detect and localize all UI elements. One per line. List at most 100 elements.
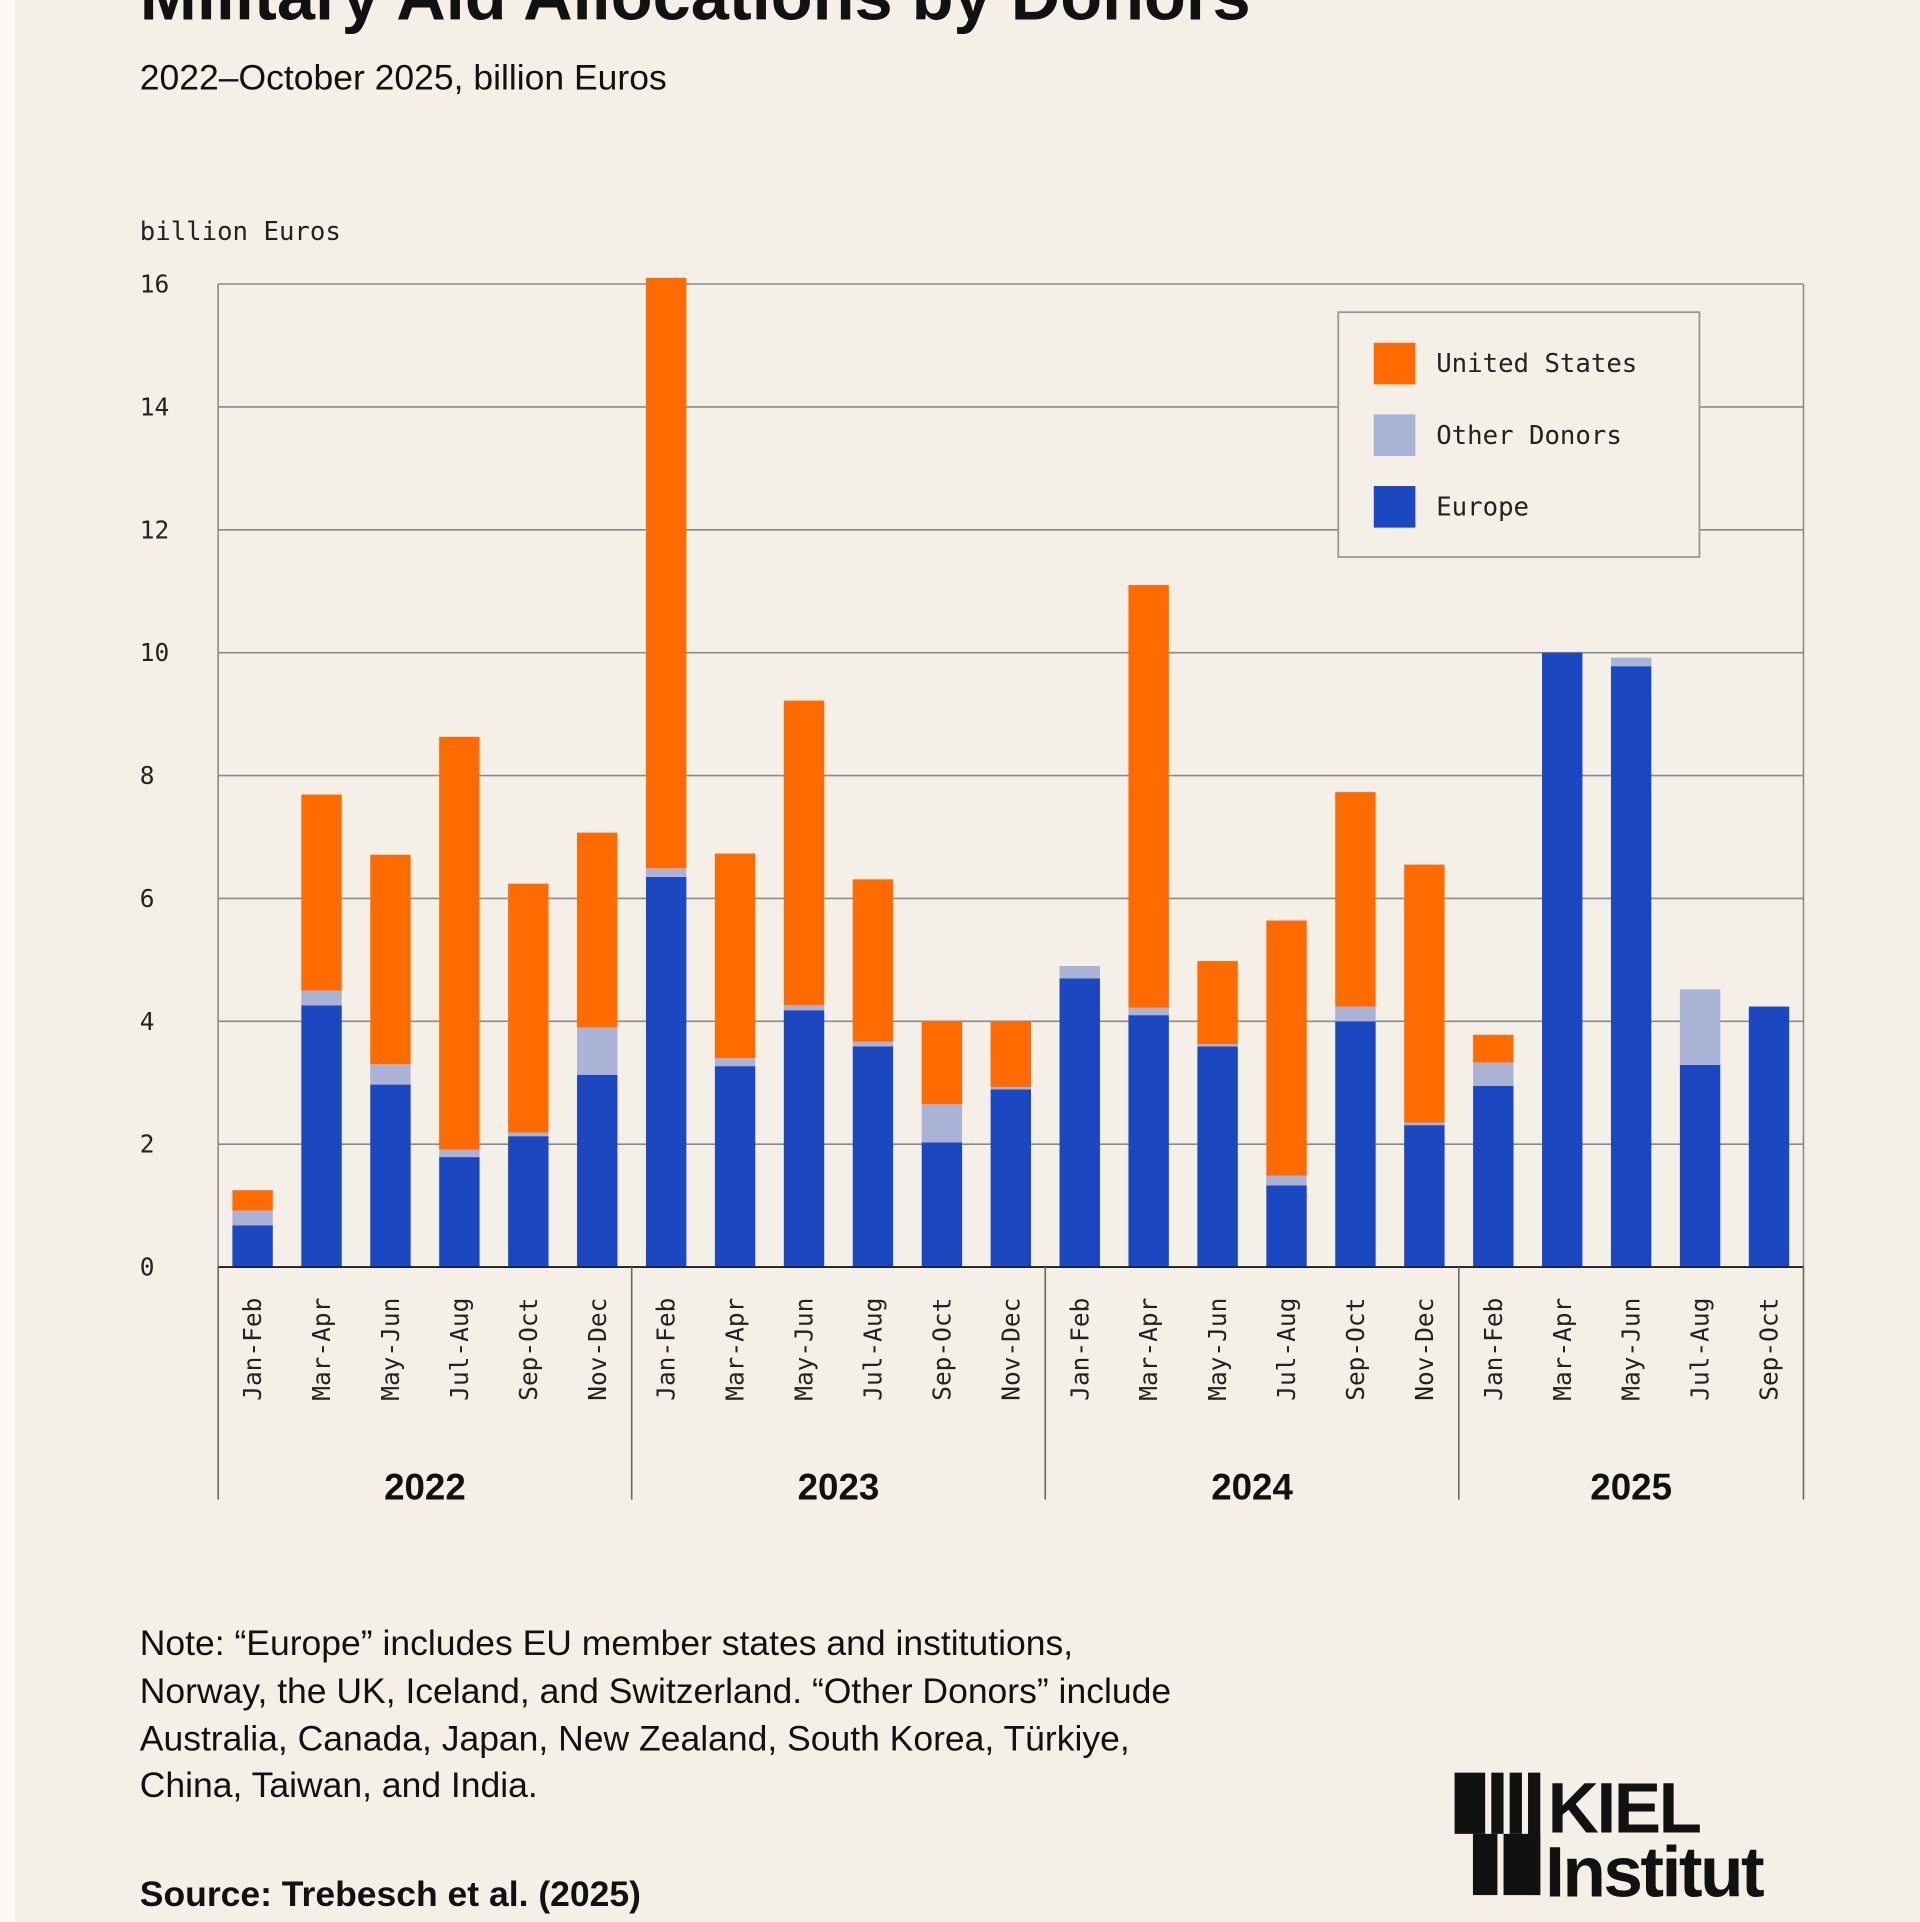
x-tick-label: Jul-Aug bbox=[859, 1298, 888, 1401]
year-labels: 2022 2023 2024 2025 bbox=[217, 1267, 1805, 1508]
bar-other-donors bbox=[783, 1005, 825, 1011]
bar-united-states bbox=[232, 1190, 273, 1211]
logo-text: KIEL bbox=[1548, 1770, 1701, 1849]
y-tick-label: 10 bbox=[140, 638, 169, 667]
bar-united-states bbox=[921, 1021, 963, 1105]
bar-other-donors bbox=[508, 1132, 549, 1137]
bar-united-states bbox=[1473, 1034, 1514, 1063]
bar-united-states bbox=[990, 1021, 1032, 1088]
bar-other-donors bbox=[1679, 989, 1721, 1065]
bar-other-donors bbox=[232, 1210, 273, 1226]
legend-label: Europe bbox=[1436, 492, 1529, 522]
bar-united-states bbox=[1128, 585, 1169, 1008]
bar-europe bbox=[370, 1084, 411, 1268]
x-tick-label: Jul-Aug bbox=[445, 1298, 474, 1401]
bar-other-donors bbox=[1610, 657, 1652, 667]
bar-united-states bbox=[301, 794, 342, 991]
y-tick-label: 8 bbox=[140, 761, 155, 790]
bar-europe bbox=[1197, 1046, 1238, 1268]
year-label: 2024 bbox=[1211, 1467, 1293, 1508]
bar-other-donors bbox=[1266, 1175, 1307, 1186]
y-tick-label: 12 bbox=[140, 515, 169, 544]
bar-united-states bbox=[852, 879, 894, 1042]
legend-label: United States bbox=[1436, 349, 1637, 379]
x-tick-label: Mar-Apr bbox=[1134, 1298, 1163, 1401]
bar-europe bbox=[714, 1066, 756, 1268]
bar-europe bbox=[1610, 666, 1652, 1268]
y-tick-label: 14 bbox=[140, 392, 169, 421]
bar-united-states bbox=[439, 736, 480, 1150]
note: Note: “Europe” includes EU member states… bbox=[140, 1623, 1171, 1805]
x-tick-label: Jan-Feb bbox=[1065, 1298, 1094, 1401]
bar-other-donors bbox=[1197, 1044, 1238, 1047]
bar-united-states bbox=[577, 832, 618, 1028]
bar-europe bbox=[1128, 1015, 1169, 1268]
left-margin bbox=[0, 0, 15, 1922]
y-tick-label: 16 bbox=[140, 270, 169, 299]
x-tick-label: Jul-Aug bbox=[1686, 1298, 1715, 1401]
bar-other-donors bbox=[439, 1149, 480, 1158]
bar-other-donors bbox=[577, 1027, 618, 1075]
bar-europe bbox=[508, 1136, 549, 1268]
chart-subtitle: 2022–October 2025, billion Euros bbox=[140, 57, 667, 97]
chart-title: Military Aid Allocations by Donors bbox=[140, 0, 1251, 35]
bar-other-donors bbox=[1335, 1006, 1376, 1022]
bar-other-donors bbox=[1404, 1122, 1445, 1126]
x-tick-label: Jul-Aug bbox=[1272, 1298, 1301, 1401]
bar-other-donors bbox=[1128, 1007, 1169, 1016]
x-tick-label: May-Jun bbox=[376, 1298, 405, 1401]
x-tick-label: Sep-Oct bbox=[1341, 1298, 1370, 1401]
x-tick-label: Mar-Apr bbox=[307, 1298, 336, 1401]
gridlines bbox=[217, 283, 1805, 1268]
note-line: Australia, Canada, Japan, New Zealand, S… bbox=[140, 1719, 1130, 1759]
bar-europe bbox=[1473, 1085, 1514, 1268]
y-tick-label: 6 bbox=[140, 884, 155, 913]
bar-other-donors bbox=[370, 1064, 411, 1085]
note-line: Note: “Europe” includes EU member states… bbox=[140, 1623, 1073, 1663]
x-tick-label: Nov-Dec bbox=[996, 1298, 1025, 1401]
x-tick-label: May-Jun bbox=[790, 1298, 819, 1401]
year-label: 2022 bbox=[384, 1467, 466, 1508]
bar-united-states bbox=[714, 853, 756, 1059]
x-tick-labels: Jan-Feb Mar-Apr May-Jun Jul-Aug Sep-Oct Nov-D… bbox=[238, 1298, 1783, 1401]
x-tick-label: Jan-Feb bbox=[652, 1298, 681, 1401]
legend-swatch bbox=[1373, 414, 1416, 457]
bars bbox=[218, 277, 1804, 1268]
legend-swatch bbox=[1373, 486, 1416, 528]
bar-other-donors bbox=[714, 1058, 756, 1067]
y-tick-label: 2 bbox=[140, 1130, 155, 1159]
bar-united-states bbox=[1335, 792, 1376, 1007]
x-tick-label: May-Jun bbox=[1617, 1298, 1646, 1401]
x-tick-label: Sep-Oct bbox=[514, 1298, 543, 1401]
bar-united-states bbox=[1197, 961, 1238, 1045]
bar-europe bbox=[1404, 1125, 1445, 1268]
bar-other-donors bbox=[301, 990, 342, 1006]
bar-united-states bbox=[645, 277, 687, 869]
x-tick-label: Jan-Feb bbox=[1479, 1298, 1508, 1401]
legend-label: Other Donors bbox=[1436, 421, 1622, 451]
kiel-institut-logo: KIEL Institut bbox=[1454, 1770, 1766, 1912]
logo-text: Institut bbox=[1545, 1833, 1764, 1912]
source: Source: Trebesch et al. (2025) bbox=[140, 1874, 641, 1914]
year-label: 2025 bbox=[1590, 1467, 1672, 1508]
y-tick-labels: 0 2 4 6 8 10 12 14 16 bbox=[140, 270, 169, 1282]
bar-other-donors bbox=[852, 1041, 894, 1047]
legend-swatch bbox=[1373, 342, 1416, 385]
bar-europe bbox=[301, 1005, 342, 1268]
bar-united-states bbox=[1404, 864, 1445, 1123]
bar-united-states bbox=[370, 854, 411, 1065]
bar-europe bbox=[645, 876, 687, 1268]
bar-europe bbox=[1059, 978, 1100, 1268]
bar-other-donors bbox=[990, 1087, 1032, 1090]
x-tick-label: Mar-Apr bbox=[721, 1298, 750, 1401]
bar-other-donors bbox=[1059, 965, 1100, 979]
bar-europe bbox=[783, 1010, 825, 1268]
bar-europe bbox=[1335, 1021, 1376, 1268]
x-tick-label: Sep-Oct bbox=[927, 1298, 956, 1401]
bar-united-states bbox=[783, 700, 825, 1006]
x-tick-label: Nov-Dec bbox=[1410, 1298, 1439, 1401]
bar-united-states bbox=[508, 883, 549, 1133]
bar-europe bbox=[439, 1157, 480, 1268]
bar-europe bbox=[1748, 1006, 1790, 1268]
